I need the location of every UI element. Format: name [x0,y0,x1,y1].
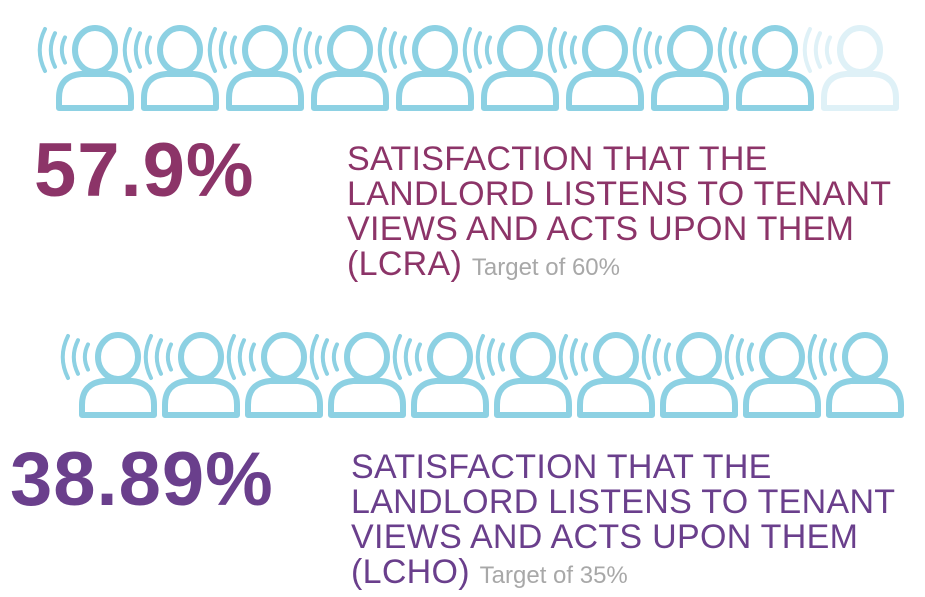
person-speaking-icon [717,25,814,111]
stat-description-line: VIEWS AND ACTS UPON THEM [351,518,859,556]
person-speaking-icon [60,332,157,418]
person-speaking-icon [143,332,240,418]
person-speaking-icon [226,332,323,418]
people-icon-row-2 [0,325,925,425]
stat-description-line: VIEWS AND ACTS UPON THEM [347,210,855,248]
stat-tag-lcho: (LCHO) [351,553,470,591]
person-speaking-icon [292,25,389,111]
stat-description-lcho: SATISFACTION THAT THE LANDLORD LISTENS T… [351,450,895,593]
stat-description-line: (LCHO) Target of 35% [351,555,895,593]
person-speaking-icon [309,332,406,418]
person-speaking-icon [377,25,474,111]
stat-description-line: SATISFACTION THAT THE [351,448,772,486]
stat-description-lcra: SATISFACTION THAT THE LANDLORD LISTENS T… [347,142,891,285]
stat-value-lcho: 38.89% [10,437,274,522]
stat-description-line: LANDLORD LISTENS TO TENANT [347,175,892,213]
stat-target-lcho: Target of 35% [479,562,628,589]
stat-description-line: (LCRA) Target of 60% [347,247,891,285]
person-speaking-icon [122,25,219,111]
person-speaking-icon [547,25,644,111]
stat-tag-lcra: (LCRA) [347,245,463,283]
person-speaking-icon [392,332,489,418]
stat-description-line: SATISFACTION THAT THE [347,140,768,178]
person-speaking-icon [475,332,572,418]
person-speaking-icon [207,25,304,111]
person-speaking-icon [802,25,899,111]
person-speaking-icon [641,332,738,418]
person-speaking-icon [724,332,821,418]
people-icon-row-1-svg [37,25,899,111]
person-speaking-icon [632,25,729,111]
stat-value-lcra: 57.9% [34,128,255,213]
people-icon-row-2-svg [60,332,904,418]
stat-description-line: LANDLORD LISTENS TO TENANT [351,483,896,521]
person-speaking-icon [37,25,134,111]
person-speaking-icon [558,332,655,418]
person-speaking-icon [807,332,904,418]
people-icon-row-1 [0,18,925,118]
person-speaking-icon [462,25,559,111]
stat-target-lcra: Target of 60% [471,254,620,281]
